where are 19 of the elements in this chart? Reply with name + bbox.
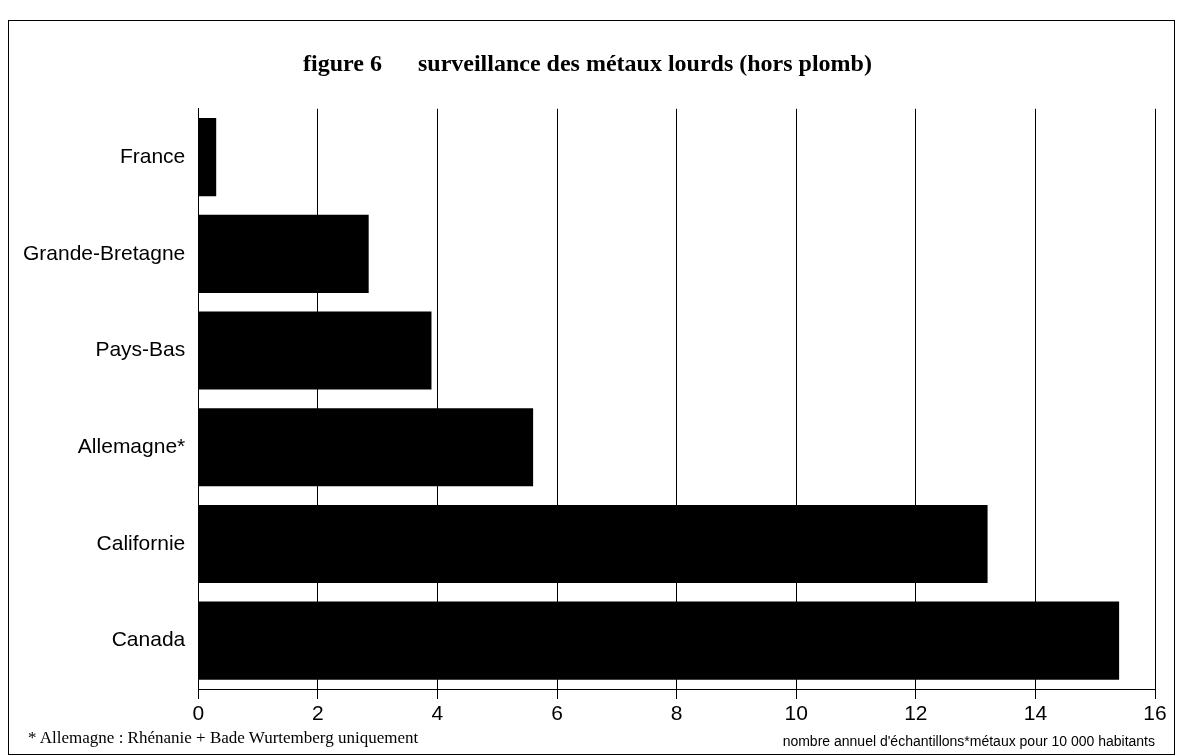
y-tick-label: Californie	[96, 530, 186, 554]
x-tick-label: 16	[1143, 701, 1167, 725]
y-tick-label: Grande-Bretagne	[22, 240, 186, 264]
x-tick-label: 14	[1023, 701, 1048, 725]
y-tick-label: France	[119, 143, 186, 167]
x-tick-label: 0	[192, 701, 205, 725]
chart-title: figure 6 surveillance des métaux lourds (hors plomb)	[303, 49, 872, 76]
x-tick-label: 6	[551, 701, 563, 725]
x-tick-label: 4	[431, 701, 444, 725]
y-tick-label: Allemagne*	[77, 434, 186, 458]
bar	[198, 118, 217, 197]
x-tick-label: 8	[670, 701, 683, 725]
x-tick-label: 10	[784, 701, 808, 725]
x-axis-title: nombre annuel d'échantillons*métaux pour 10 000 habitants	[782, 733, 1155, 750]
y-tick-label: Canada	[111, 627, 186, 651]
text: * Allemagne : Rhénanie + Bade Wurtemberg uniquement	[28, 728, 419, 748]
y-tick-label: Pays-Bas	[95, 337, 186, 361]
x-tick-label: 12	[904, 701, 928, 725]
x-tick-label: 2	[312, 701, 324, 725]
